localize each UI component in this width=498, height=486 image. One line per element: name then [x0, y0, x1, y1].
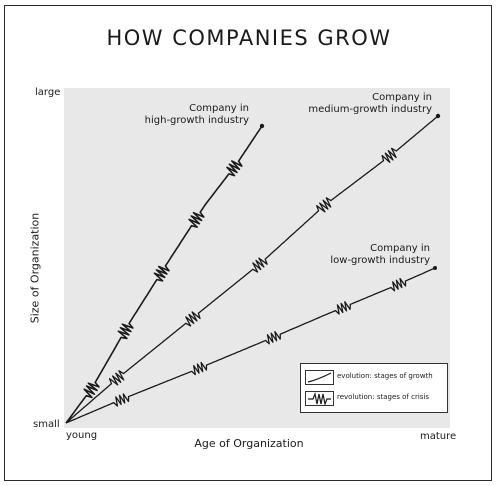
high-growth-annotation: Company in high-growth industry [139, 103, 249, 127]
medium-growth-annotation: Company in medium-growth industry [290, 92, 432, 116]
legend: evolution: stages of growth revolution: … [300, 363, 448, 413]
low-growth-annotation: Company in low-growth industry [318, 243, 430, 267]
y-axis-title: Size of Organization [28, 212, 42, 324]
revolution-zigzag-icon [305, 391, 334, 407]
high-growth-annotation-line1: Company in [189, 103, 249, 114]
x-axis-right-label: mature [420, 431, 457, 442]
evolution-line-icon [305, 370, 334, 385]
x-axis-left-label: young [66, 430, 98, 441]
y-axis-bottom-label: small [33, 419, 60, 430]
high-growth-line [65, 125, 263, 424]
low-growth-annotation-line1: Company in [370, 243, 430, 254]
low-growth-line [65, 267, 436, 424]
y-axis-top-label: large [35, 87, 61, 98]
diagram-title: HOW COMPANIES GROW [106, 26, 392, 50]
legend-evolution: evolution: stages of growth [301, 368, 447, 388]
medium-growth-annotation-line1: Company in [372, 92, 432, 103]
legend-revolution-text: revolution: stages of crisis [337, 393, 430, 401]
legend-revolution: revolution: stages of crisis [301, 389, 447, 409]
legend-evolution-text: evolution: stages of growth [337, 372, 433, 380]
medium-growth-endpoint [435, 113, 441, 119]
high-growth-endpoint [259, 123, 265, 129]
medium-growth-annotation-line2: medium-growth industry [308, 104, 432, 115]
low-growth-annotation-line2: low-growth industry [330, 255, 430, 266]
high-growth-annotation-line2: high-growth industry [144, 115, 249, 126]
medium-growth-line [65, 115, 439, 424]
low-growth-endpoint [433, 266, 437, 270]
x-axis-title: Age of Organization [194, 437, 304, 450]
